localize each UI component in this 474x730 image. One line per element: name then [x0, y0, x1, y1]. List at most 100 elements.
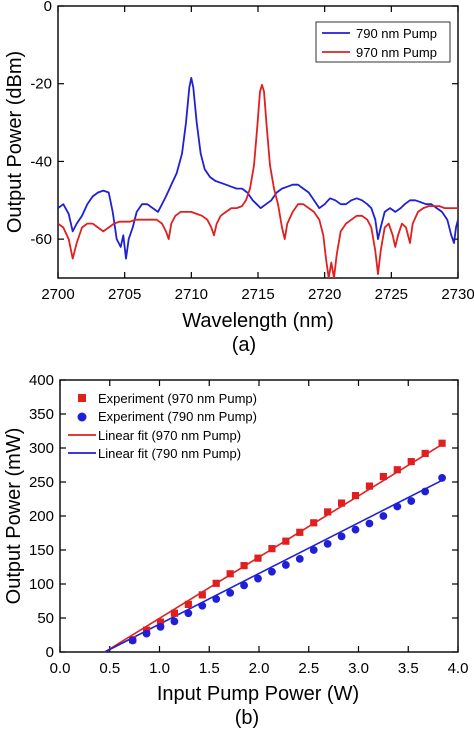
x-axis-label-b: Input Pump Power (W) [157, 683, 359, 705]
x-tick-label: 0.5 [99, 660, 120, 677]
y-tick-label: 100 [29, 576, 54, 593]
power-panel: 0.0 0.5 1.0 1.5 2.0 2.5 3.0 3.5 4.0 0 50 100 150 200… [3, 372, 468, 729]
legend-label-exp-970: Experiment (970 nm Pump) [98, 391, 257, 406]
data-point-790 [226, 588, 235, 597]
axis-ticks-b [59, 379, 459, 653]
y-tick-label: -60 [30, 231, 52, 248]
x-tick-label: 2.5 [298, 660, 319, 677]
legend-label-fit-790: Linear fit (790 nm Pump) [98, 446, 241, 461]
data-point-790 [365, 519, 374, 528]
legend-a: 790 nm Pump 970 nm Pump [315, 21, 451, 63]
data-point-790 [212, 595, 221, 603]
data-point-970 [324, 508, 332, 516]
data-point-970 [438, 439, 446, 447]
data-point-790 [198, 601, 207, 610]
data-point-970 [170, 609, 179, 617]
data-point-970 [296, 528, 304, 536]
data-point-790 [156, 622, 165, 631]
data-point-790 [421, 487, 430, 496]
data-point-970 [337, 499, 346, 507]
data-point-970 [212, 579, 220, 587]
data-point-970 [282, 537, 290, 545]
y-tick-label: 0 [44, 0, 52, 15]
data-point-790 [240, 581, 248, 590]
data-point-970 [365, 482, 374, 490]
y-tick-label: -40 [30, 153, 52, 170]
series-790-pump-line [58, 77, 458, 260]
x-tick-label: 2.0 [249, 660, 270, 677]
legend-label-exp-790: Experiment (790 nm Pump) [98, 409, 257, 424]
data-point-970 [379, 472, 387, 481]
data-point-970 [310, 519, 318, 527]
x-tick-label: 2720 [308, 286, 341, 303]
data-point-970 [421, 449, 429, 458]
x-tick-label: 4.0 [448, 660, 469, 677]
legend-label-970-pump: 970 nm Pump [356, 45, 437, 60]
y-tick-label: 250 [29, 474, 54, 491]
y-tick-label: -20 [30, 76, 52, 93]
data-point-790 [351, 525, 360, 534]
y-tick-label: 0 [46, 644, 54, 661]
legend-circle-790 [77, 412, 87, 422]
x-tick-label: 2705 [108, 286, 141, 303]
legend-square-970 [78, 394, 86, 402]
y-tick-labels-a: 0 -20 -40 -60 [30, 0, 52, 248]
power-series [104, 439, 446, 653]
y-tick-label: 50 [37, 610, 54, 627]
y-tick-label: 400 [29, 372, 54, 389]
data-point-970 [184, 600, 192, 608]
x-axis-label-a: Wavelength (nm) [182, 310, 334, 332]
data-point-970 [268, 545, 276, 553]
x-tick-label: 0.0 [50, 660, 71, 677]
data-point-970 [240, 562, 248, 570]
x-tick-labels-b: 0.0 0.5 1.0 1.5 2.0 2.5 3.0 3.5 4.0 [50, 660, 469, 677]
legend-b: Experiment (970 nm Pump) Experiment (790… [68, 391, 257, 461]
y-axis-label-a: Output Power (dBm) [4, 51, 26, 233]
y-tick-label: 300 [29, 440, 54, 457]
x-tick-label: 2710 [175, 286, 208, 303]
legend-label-790-pump: 790 nm Pump [356, 26, 437, 41]
panel-label-a: (a) [232, 334, 256, 356]
data-point-790 [268, 567, 276, 576]
x-tick-label: 2700 [41, 286, 74, 303]
spectrum-panel: 2700 2705 2710 2715 2720 2725 2730 0-20-40-60 … [4, 0, 474, 356]
data-point-790 [309, 546, 318, 554]
data-point-970 [226, 570, 234, 578]
y-tick-labels-b: 0 50 100 150 200 250 300 350 400 [29, 372, 54, 661]
data-point-790 [128, 636, 137, 645]
x-tick-label: 3.5 [398, 660, 419, 677]
data-point-790 [254, 574, 262, 583]
data-point-790 [295, 554, 304, 563]
data-point-790 [281, 561, 290, 569]
x-tick-label: 1.5 [199, 660, 220, 677]
data-point-790 [337, 532, 346, 541]
x-tick-label: 3.0 [348, 660, 369, 677]
data-point-790 [142, 629, 151, 638]
data-point-790 [170, 617, 179, 626]
data-point-970 [198, 591, 206, 599]
legend-box-a [315, 21, 451, 63]
series-970-pump-line [58, 84, 458, 278]
data-point-790 [407, 497, 416, 505]
data-point-970 [407, 458, 415, 466]
data-point-970 [393, 466, 401, 474]
linear-fit-790-line [104, 478, 445, 653]
data-point-970 [351, 492, 360, 500]
x-tick-label: 1.0 [149, 660, 170, 677]
x-tick-label: 2715 [241, 286, 274, 303]
data-point-790 [438, 474, 446, 482]
x-tick-labels-a: 2700 2705 2710 2715 2720 2725 2730 [41, 286, 474, 303]
y-axis-label-b: Output Power (mW) [3, 428, 25, 605]
y-tick-label: 350 [29, 406, 54, 423]
panel-label-b: (b) [235, 707, 259, 729]
data-point-970 [156, 618, 165, 626]
data-point-790 [393, 502, 402, 511]
data-point-790 [323, 539, 332, 548]
legend-label-fit-970: Linear fit (970 nm Pump) [98, 428, 241, 443]
x-tick-label: 2730 [441, 286, 474, 303]
x-tick-label: 2725 [375, 286, 408, 303]
data-point-790 [379, 512, 388, 520]
data-point-790 [184, 609, 193, 618]
spectrum-series [58, 77, 458, 278]
